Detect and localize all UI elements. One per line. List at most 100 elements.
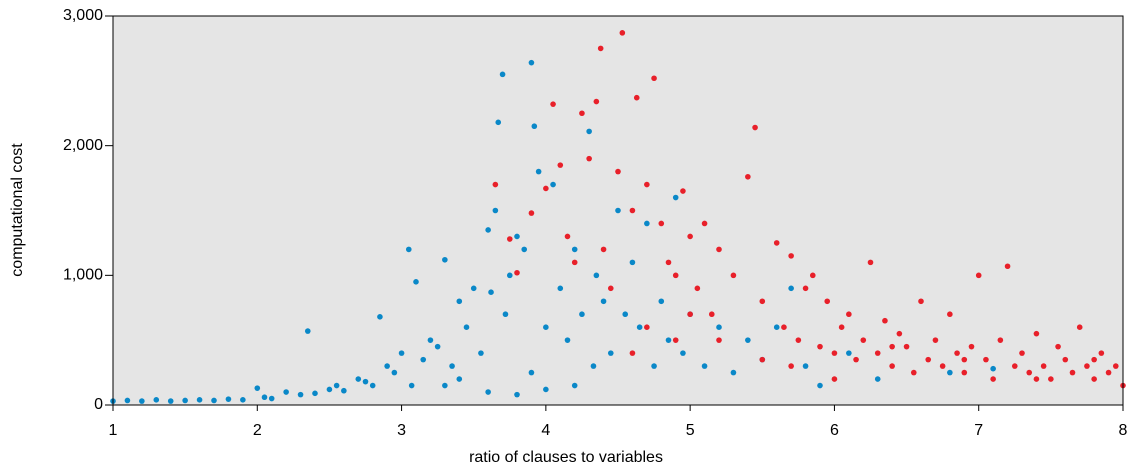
point	[579, 311, 585, 318]
point	[619, 30, 626, 36]
point	[730, 369, 737, 376]
point	[153, 397, 160, 403]
point	[629, 259, 636, 266]
point	[997, 337, 1004, 343]
point	[557, 162, 564, 168]
point	[615, 207, 621, 214]
point	[658, 298, 665, 305]
point	[297, 391, 304, 398]
point	[665, 337, 672, 343]
point	[932, 337, 939, 343]
point	[745, 173, 751, 180]
point	[1026, 369, 1033, 376]
point	[442, 256, 448, 263]
point	[495, 119, 502, 126]
point	[564, 337, 571, 343]
point	[672, 337, 679, 343]
point	[571, 246, 578, 253]
point	[672, 194, 679, 201]
point	[478, 350, 484, 356]
point	[716, 324, 722, 331]
point	[1033, 376, 1040, 382]
point	[341, 387, 347, 394]
point	[456, 376, 463, 382]
point	[492, 207, 499, 214]
point	[196, 397, 203, 403]
point	[1105, 369, 1112, 376]
x-tick-label: 2	[253, 422, 262, 439]
point	[593, 98, 600, 105]
point	[391, 369, 398, 376]
point	[528, 59, 535, 66]
x-tick-label: 3	[397, 422, 406, 439]
x-tick-label: 5	[686, 422, 695, 439]
point	[543, 324, 549, 331]
point	[369, 382, 376, 389]
point	[377, 314, 383, 320]
point	[968, 343, 975, 350]
point	[975, 272, 982, 279]
point	[860, 337, 867, 343]
point	[506, 236, 513, 242]
point	[882, 317, 888, 324]
y-tick-label: 2,000	[63, 137, 103, 154]
point	[333, 382, 340, 389]
point	[1048, 376, 1054, 382]
points	[110, 30, 1126, 404]
point	[535, 168, 542, 175]
point	[990, 376, 996, 382]
point	[427, 337, 434, 343]
point	[644, 181, 650, 188]
point	[1076, 324, 1083, 331]
point	[853, 356, 859, 363]
point	[1040, 363, 1047, 369]
point	[644, 220, 650, 227]
point	[571, 382, 578, 389]
point	[225, 396, 232, 402]
point	[557, 285, 564, 292]
point	[600, 246, 607, 253]
point	[514, 269, 520, 276]
point	[730, 272, 737, 279]
x-tick-label: 1	[109, 422, 118, 439]
plot-frame	[112, 15, 1124, 406]
point	[874, 376, 881, 382]
point	[607, 285, 614, 292]
point	[1011, 363, 1018, 369]
x-tick-label: 6	[830, 422, 839, 439]
point	[528, 210, 535, 216]
point	[665, 259, 672, 266]
point	[961, 356, 968, 363]
point	[1098, 350, 1105, 356]
point	[889, 343, 895, 350]
point	[672, 272, 679, 279]
point	[629, 207, 636, 214]
point	[579, 110, 585, 117]
point	[268, 395, 275, 402]
point	[788, 253, 794, 259]
point	[543, 185, 549, 192]
y-tick-label: 0	[94, 396, 103, 413]
point	[651, 363, 657, 369]
point	[456, 298, 463, 305]
point	[1062, 356, 1069, 363]
y-tick-label: 1,000	[63, 267, 103, 284]
point	[622, 311, 629, 318]
point	[644, 324, 650, 331]
point	[1019, 350, 1025, 356]
point	[413, 279, 419, 285]
y-tick-label: 3,000	[63, 7, 103, 24]
point	[687, 311, 693, 318]
point	[846, 311, 852, 318]
point	[633, 94, 640, 101]
point	[759, 298, 766, 305]
point	[600, 298, 607, 305]
point	[355, 376, 362, 382]
point	[470, 285, 477, 292]
point	[485, 227, 491, 233]
point	[716, 246, 722, 253]
x-tick-label: 8	[1119, 422, 1128, 439]
point	[716, 337, 722, 343]
point	[831, 376, 838, 382]
